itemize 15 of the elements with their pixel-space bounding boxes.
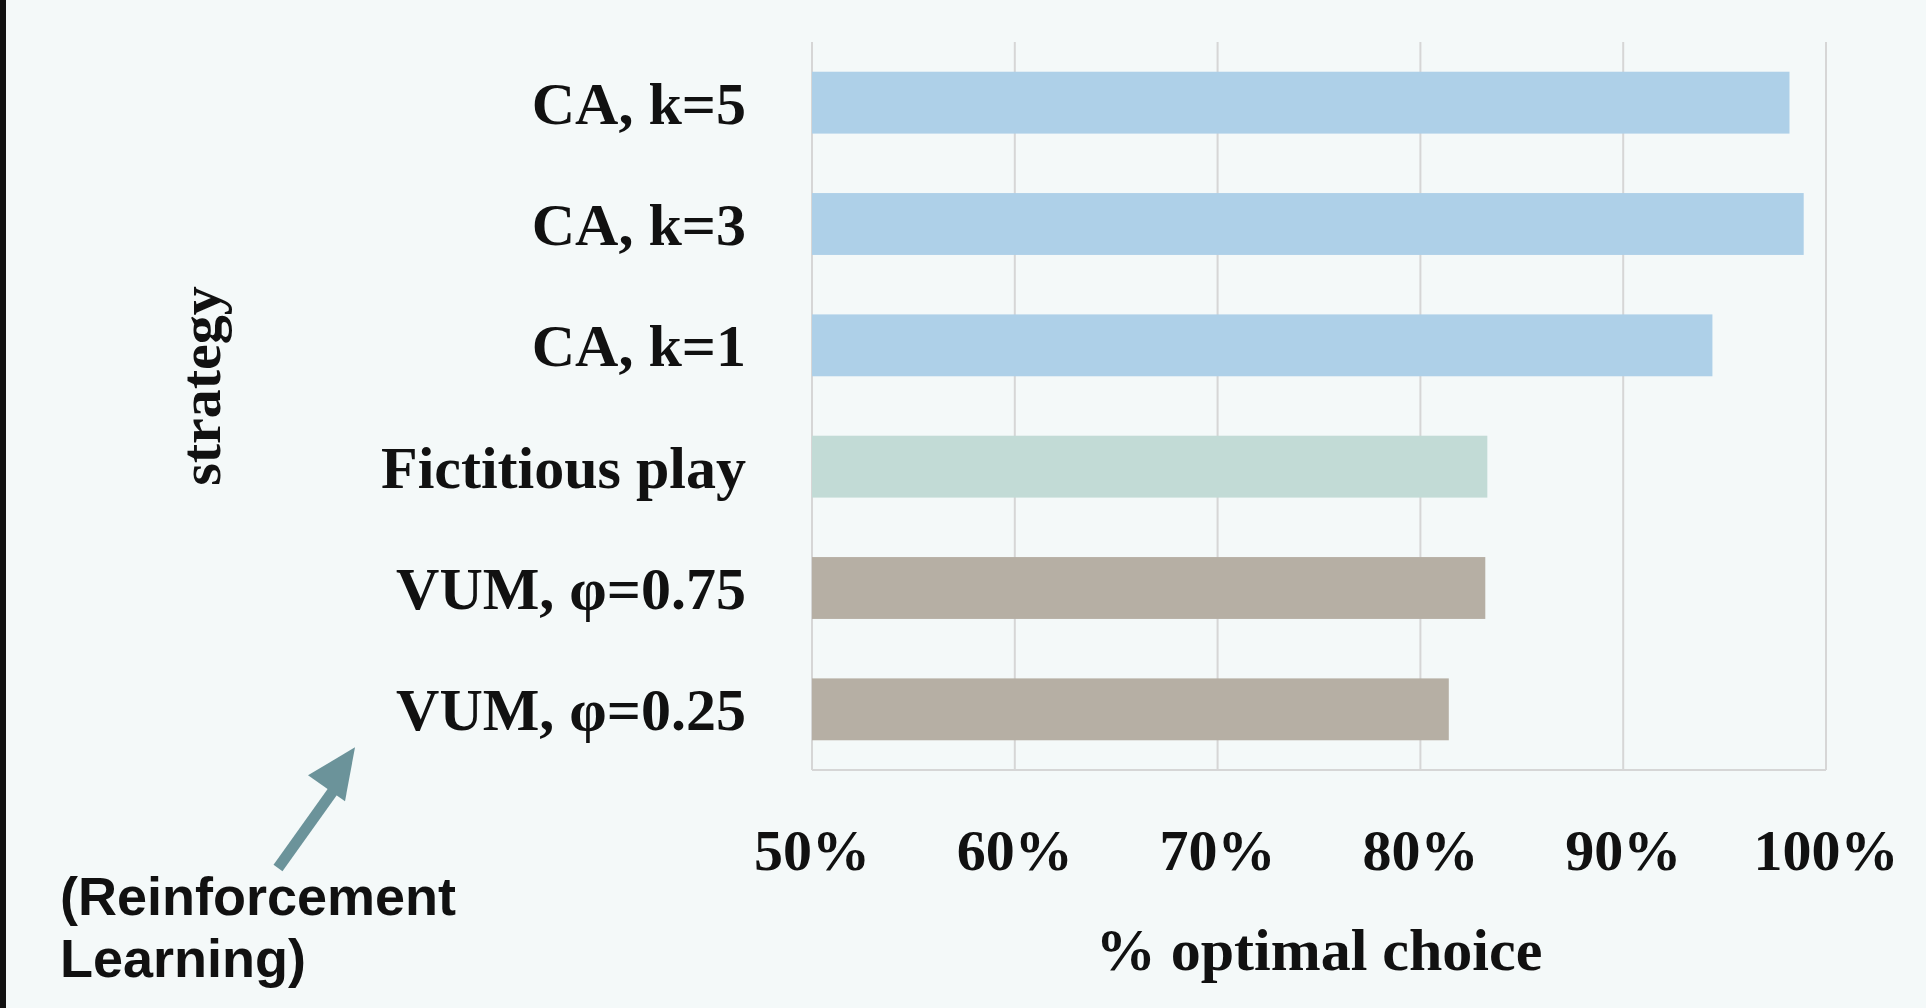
- y-tick-label: CA, k=3: [531, 192, 746, 258]
- y-axis-title: strategy: [168, 286, 233, 486]
- y-tick-label: CA, k=1: [531, 313, 746, 380]
- x-axis-title: % optimal choice: [1095, 917, 1543, 983]
- y-tick-label: VUM, φ=0.75: [396, 556, 746, 622]
- x-tick-label: 80%: [1362, 818, 1479, 883]
- x-tick-label: 100%: [1753, 818, 1899, 883]
- text: (Reinforcement Learning): [60, 866, 457, 988]
- y-tick-label: Fictitious play: [380, 434, 746, 501]
- x-tick-label: 90%: [1565, 818, 1682, 883]
- x-tick-label: 50%: [754, 818, 870, 883]
- x-tick-label: 70%: [1159, 818, 1276, 883]
- y-tick-label: CA, k=5: [531, 70, 746, 137]
- y-tick-label: VUM, φ=0.25: [396, 677, 746, 744]
- x-tick-label: 60%: [956, 818, 1073, 883]
